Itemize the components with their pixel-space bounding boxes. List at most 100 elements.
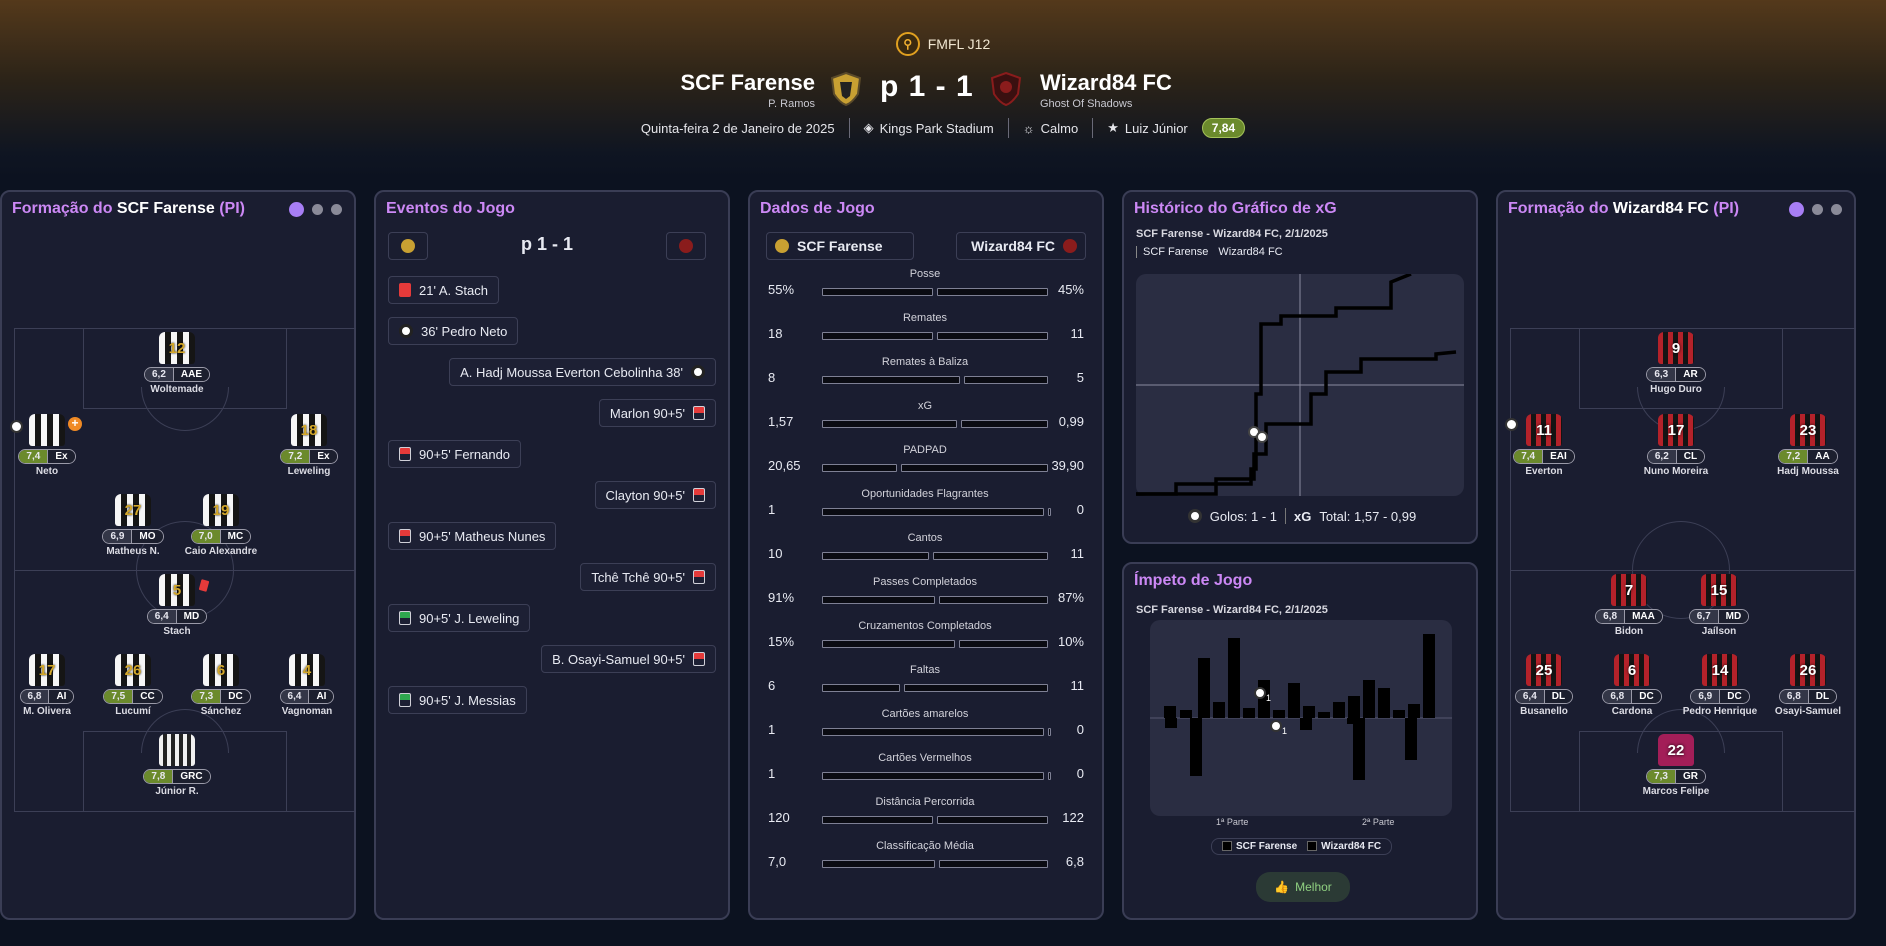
stat-away-value: 5 xyxy=(1076,370,1084,385)
player-3[interactable]: 17 6,2 CL Nuno Moreira xyxy=(1631,414,1721,477)
player-name: Osayi-Samuel xyxy=(1774,706,1842,717)
view-toggle xyxy=(289,202,342,217)
referee-link[interactable]: ★ Luiz Júnior xyxy=(1107,120,1188,136)
home-crest-icon[interactable] xyxy=(830,72,862,106)
view-dot-2[interactable] xyxy=(312,204,323,215)
away-team-name[interactable]: Wizard84 FC xyxy=(1040,70,1172,95)
player-position: GRC xyxy=(172,770,210,783)
xg-legend-away[interactable]: Wizard84 FC xyxy=(1218,246,1283,258)
player-3[interactable]: 18 7,2 Ex Leweling xyxy=(264,414,354,477)
stat-label: Oportunidades Flagrantes xyxy=(861,488,989,500)
event-text: Clayton 90+5' xyxy=(605,487,685,503)
best-button[interactable]: 👍 Melhor xyxy=(1256,872,1350,902)
event-item[interactable]: 90+5' Fernando xyxy=(388,440,522,468)
home-manager[interactable]: P. Ramos xyxy=(768,98,815,110)
event-item[interactable]: 36' Pedro Neto xyxy=(388,317,519,345)
player-rating: 7,3 xyxy=(192,690,221,703)
event-item[interactable]: Clayton 90+5' xyxy=(594,481,716,509)
player-position: MD xyxy=(1717,610,1749,623)
event-item[interactable]: B. Osayi-Samuel 90+5' xyxy=(541,645,716,673)
away-mini-crest[interactable] xyxy=(666,232,706,260)
stat-home-value: 18 xyxy=(768,326,783,341)
event-item[interactable]: A. Hadj Moussa Everton Cebolinha 38' xyxy=(449,358,716,386)
event-text: 90+5' J. Messias xyxy=(419,692,516,708)
stat-label: Classificação Média xyxy=(876,840,974,852)
player-position: AI xyxy=(308,690,334,703)
stats-title: Dados de Jogo xyxy=(760,200,875,217)
away-manager[interactable]: Ghost Of Shadows xyxy=(1040,98,1133,110)
competition-name[interactable]: FMFL J12 xyxy=(927,36,991,52)
title-team[interactable]: Wizard84 FC xyxy=(1612,200,1709,217)
player-position: DC xyxy=(1719,690,1749,703)
player-2[interactable]: 7,4 Ex Neto + xyxy=(2,414,92,477)
player-name: Hadj Moussa xyxy=(1777,466,1839,477)
player-4[interactable]: 23 7,2 AA Hadj Moussa xyxy=(1763,414,1853,477)
event-item[interactable]: Marlon 90+5' xyxy=(598,399,716,427)
event-item[interactable]: 90+5' J. Leweling xyxy=(388,604,531,632)
home-mini-crest[interactable] xyxy=(388,232,428,260)
event-item[interactable]: 21' A. Stach xyxy=(388,276,499,304)
player-2[interactable]: 11 7,4 EAI Everton xyxy=(1499,414,1589,477)
player-chips: 7,3 DC xyxy=(191,689,251,704)
stats-home-team[interactable]: SCF Farense xyxy=(766,232,914,260)
view-dot-2[interactable] xyxy=(1812,204,1823,215)
match-meta: Quinta-feira 2 de Janeiro de 2025 ◈ Kings… xyxy=(0,118,1886,138)
player-rating: 6,8 xyxy=(1596,610,1625,623)
momentum-goal-marker-icon[interactable] xyxy=(1254,687,1266,699)
player-9[interactable]: 14 6,9 DC Pedro Henrique xyxy=(1675,654,1765,717)
player-5[interactable]: 7 6,8 MAA Bidon xyxy=(1584,574,1674,637)
stats-away-name: Wizard84 FC xyxy=(971,238,1055,254)
stat-home-value: 10 xyxy=(768,546,783,561)
view-dot-3[interactable] xyxy=(1831,204,1842,215)
stat-away-bar xyxy=(961,420,1048,428)
view-dot-3[interactable] xyxy=(331,204,342,215)
player-6[interactable]: 15 6,7 MD Jaílson xyxy=(1674,574,1764,637)
stat-home-value: 6 xyxy=(768,678,776,693)
event-item[interactable]: Tchê Tchê 90+5' xyxy=(580,563,716,591)
sub-icon xyxy=(693,488,705,502)
home-team-name[interactable]: SCF Farense xyxy=(680,70,816,95)
event-item[interactable]: 90+5' Matheus Nunes xyxy=(388,522,557,550)
momentum-goal-marker-icon[interactable] xyxy=(1270,720,1282,732)
home-lineup-panel: Formação do SCF Farense (PI) 12 6,2 AAE Wol… xyxy=(0,190,356,920)
shirt-number: 17 xyxy=(38,661,56,679)
player-10[interactable]: 26 6,8 DL Osayi-Samuel xyxy=(1763,654,1853,717)
match-date: Quinta-feira 2 de Janeiro de 2025 xyxy=(640,120,835,136)
home-lineup-title: Formação do SCF Farense (PI) xyxy=(12,200,245,218)
momentum-legend-away[interactable]: Wizard84 FC xyxy=(1307,841,1381,852)
momentum-legend-home[interactable]: SCF Farense xyxy=(1222,841,1297,852)
away-crest-icon[interactable] xyxy=(990,72,1022,106)
player-11[interactable]: 7,8 GRC Júnior R. xyxy=(132,734,222,797)
view-dot-1[interactable] xyxy=(1789,202,1804,217)
shirt-number: 27 xyxy=(124,501,142,519)
title-team[interactable]: SCF Farense xyxy=(116,200,215,217)
player-7[interactable]: 25 6,4 DL Busanello xyxy=(1499,654,1589,717)
view-dot-1[interactable] xyxy=(289,202,304,217)
stadium-link[interactable]: ◈ Kings Park Stadium xyxy=(864,120,994,136)
stats-away-team[interactable]: Wizard84 FC xyxy=(956,232,1086,260)
player-5[interactable]: 19 7,0 MC Caio Alexandre xyxy=(176,494,266,557)
shirt-number: 9 xyxy=(1671,339,1681,357)
player-6[interactable]: 5 6,4 MD Stach xyxy=(132,574,222,637)
player-7[interactable]: 17 6,8 AI M. Olivera xyxy=(2,654,92,717)
sub-icon xyxy=(693,570,705,584)
xg-legend-home[interactable]: SCF Farense xyxy=(1136,246,1208,258)
shirt-icon: 27 xyxy=(115,494,151,526)
player-8[interactable]: 26 7,5 CC Lucumí xyxy=(88,654,178,717)
momentum-bar xyxy=(1303,706,1315,718)
xg-goal-marker-icon[interactable] xyxy=(1256,431,1268,443)
stat-away-bar xyxy=(937,288,1048,296)
event-text: A. Hadj Moussa Everton Cebolinha 38' xyxy=(460,364,683,380)
event-item[interactable]: 90+5' J. Messias xyxy=(388,686,527,714)
player-9[interactable]: 6 7,3 DC Sánchez xyxy=(176,654,266,717)
player-11[interactable]: 22 7,3 GR Marcos Felipe xyxy=(1631,734,1721,797)
momentum-goal-count: 1 xyxy=(1282,726,1287,736)
player-8[interactable]: 6 6,8 DC Cardona xyxy=(1587,654,1677,717)
player-1[interactable]: 9 6,3 AR Hugo Duro xyxy=(1631,332,1721,395)
player-10[interactable]: 4 6,4 AI Vagnoman xyxy=(262,654,352,717)
player-rating: 7,2 xyxy=(1779,450,1808,463)
player-1[interactable]: 12 6,2 AAE Woltemade xyxy=(132,332,222,395)
momentum-chart-svg: 1 1 xyxy=(1150,634,1452,780)
player-4[interactable]: 27 6,9 MO Matheus N. xyxy=(88,494,178,557)
weather-text: Calmo xyxy=(1040,120,1079,136)
